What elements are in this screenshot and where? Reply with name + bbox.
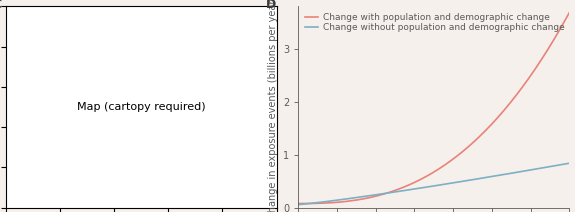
Line: Change without population and demographic change: Change without population and demographi… [298, 163, 569, 205]
Change without population and demographic change [442, 183, 448, 186]
Change with population and demographic change [295, 202, 302, 205]
Legend: Change with population and demographic change, Change without population and dem: Change with population and demographic c… [303, 11, 566, 34]
Line: Change with population and demographic change: Change with population and demographic c… [298, 13, 569, 204]
Text: D: D [266, 0, 276, 11]
Change without population and demographic change [295, 203, 302, 206]
Text: C: C [0, 0, 1, 11]
Change without population and demographic change [559, 163, 566, 166]
Change without population and demographic change [456, 181, 463, 183]
Change with population and demographic change [424, 175, 431, 177]
Change without population and demographic change [566, 162, 573, 165]
Change with population and demographic change [442, 164, 448, 166]
Y-axis label: Change in exposure events (billions per year): Change in exposure events (billions per … [267, 0, 278, 212]
Change with population and demographic change [456, 153, 463, 155]
Change with population and demographic change [559, 23, 566, 26]
Text: Map (cartopy required): Map (cartopy required) [77, 102, 205, 112]
Change without population and demographic change [425, 186, 432, 188]
Change with population and demographic change [425, 174, 432, 176]
Change without population and demographic change [517, 170, 524, 173]
Change without population and demographic change [424, 186, 431, 188]
Change with population and demographic change [566, 11, 573, 14]
Change with population and demographic change [517, 88, 524, 91]
